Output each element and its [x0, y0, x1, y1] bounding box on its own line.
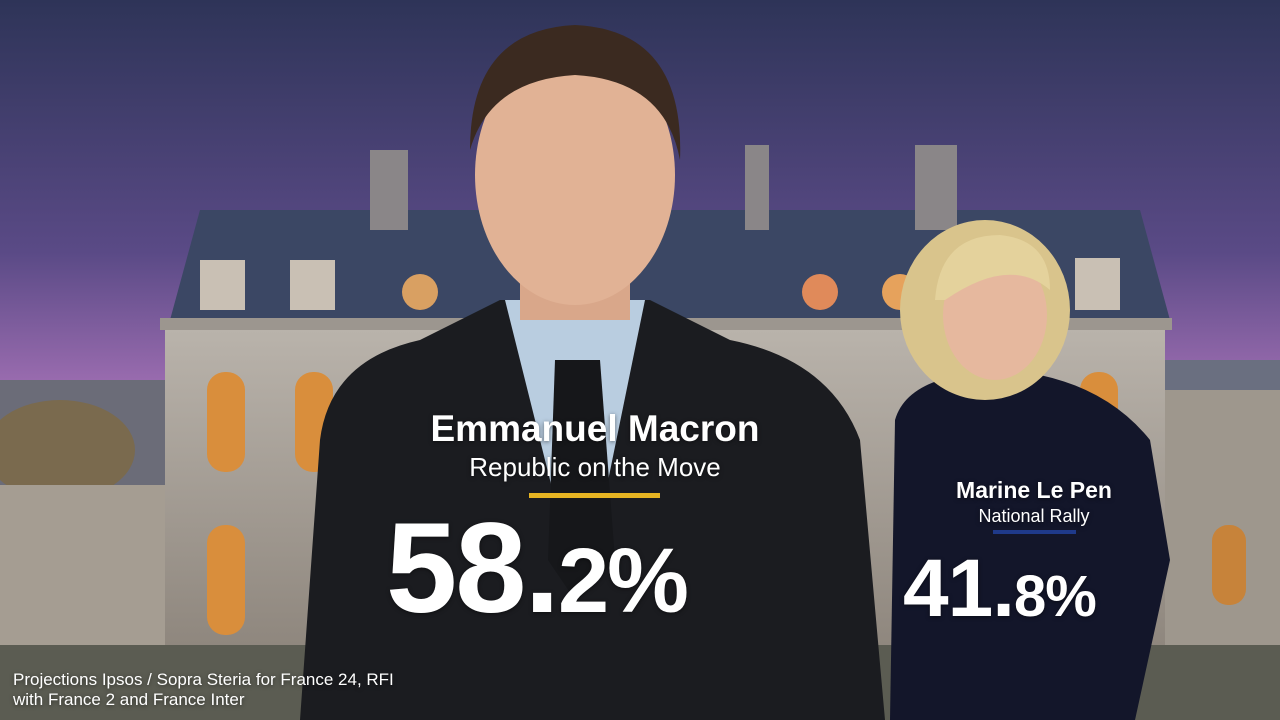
source-line: Projections Ipsos / Sopra Steria for Fra… — [13, 670, 394, 689]
lepen-figure-part — [935, 235, 1050, 300]
side-buildings-part — [0, 485, 170, 660]
candidate-party: National Rally — [978, 506, 1090, 526]
result-part: 41. — [903, 543, 1015, 634]
result-part: 58. — [386, 497, 560, 640]
macron-figure-part — [470, 25, 681, 160]
source-line: with France 2 and France Inter — [13, 690, 245, 709]
candidate-name: Marine Le Pen — [956, 477, 1112, 503]
palace-part — [402, 274, 438, 310]
palace-part — [915, 145, 957, 230]
palace-part — [200, 260, 245, 310]
candidate-result: 41.8% — [903, 548, 1097, 630]
macron-figure-part — [475, 45, 675, 305]
side-buildings — [0, 360, 1280, 660]
candidate-name: Emmanuel Macron — [430, 408, 760, 449]
party-bar — [529, 493, 660, 498]
palace-part — [802, 274, 838, 310]
party-bar — [993, 530, 1076, 534]
palace-part — [745, 145, 769, 230]
palace-part — [290, 260, 335, 310]
result-part: 8% — [1014, 564, 1097, 629]
source-note: Projections Ipsos / Sopra Steria for Fra… — [13, 670, 394, 710]
side-buildings-part — [1160, 380, 1280, 660]
candidate-party: Republic on the Move — [469, 452, 721, 482]
palace-part — [1075, 258, 1120, 310]
macron-figure — [300, 25, 885, 720]
result-part: 2% — [557, 530, 689, 632]
palace-part — [1212, 525, 1246, 605]
side-buildings-part — [1160, 360, 1280, 390]
palace-part — [370, 150, 408, 230]
side-buildings-part — [0, 400, 135, 500]
lepen-figure-part — [890, 375, 1170, 720]
palace-part — [207, 525, 245, 635]
palace-part — [207, 372, 245, 472]
macron-figure-part — [548, 360, 615, 600]
lepen-figure — [890, 220, 1170, 720]
candidate-result: 58.2% — [386, 505, 689, 633]
